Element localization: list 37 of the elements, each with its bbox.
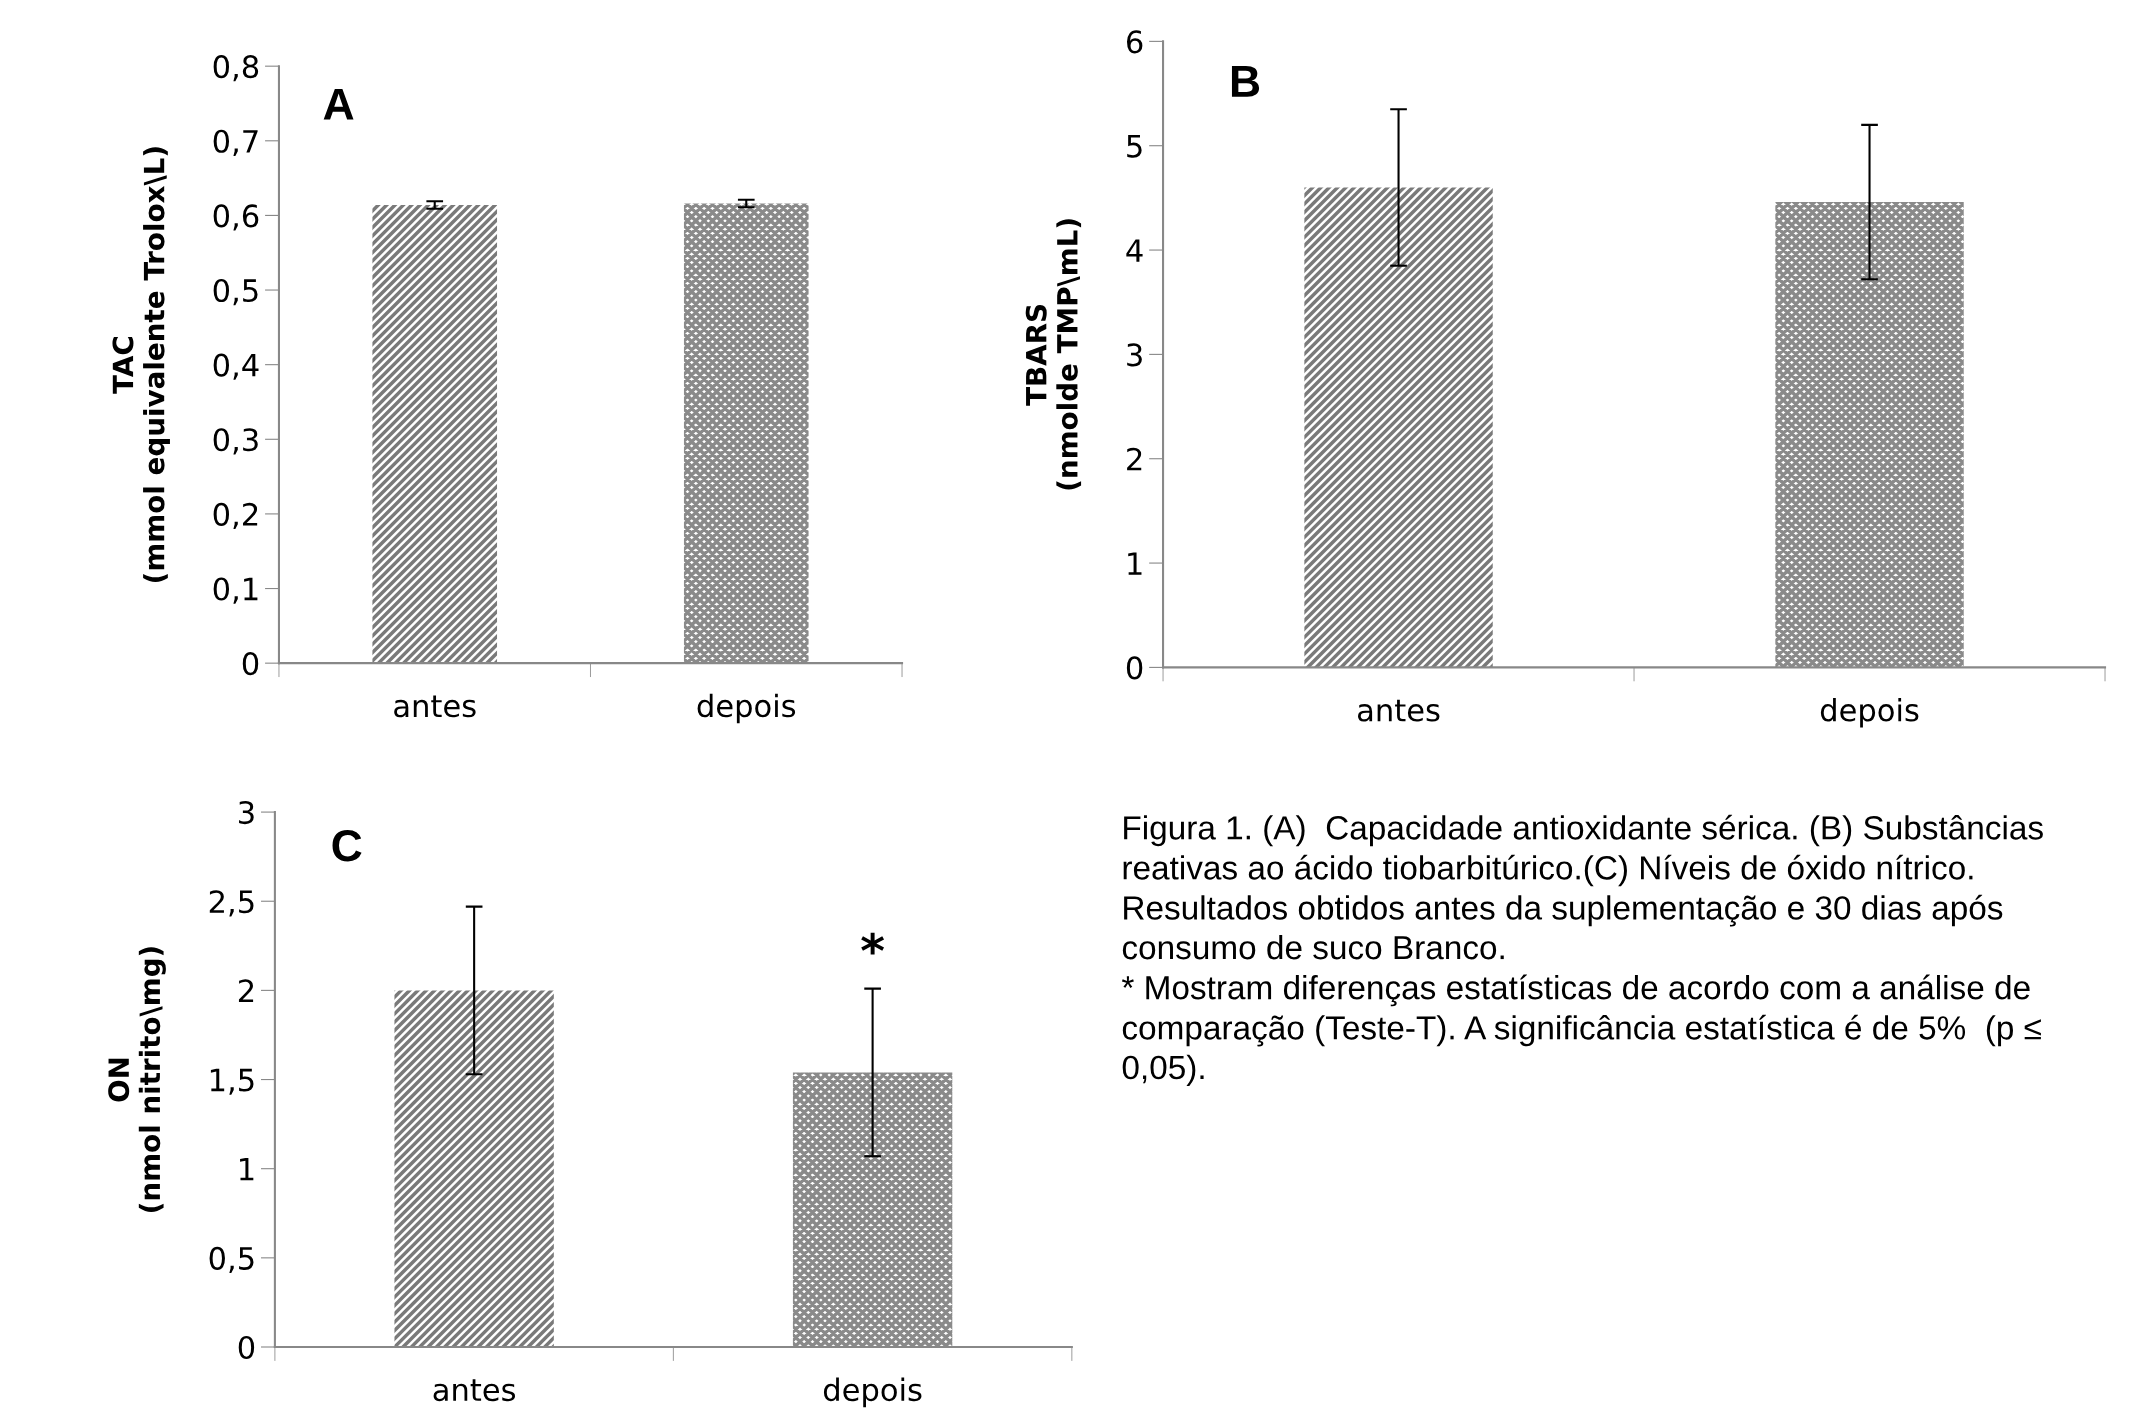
annotation: C: [332, 829, 362, 862]
y-tick-label: 0: [238, 1335, 255, 1360]
y-axis-title: ON (nmol nitrito\mg): [108, 947, 166, 1212]
y-tick-label: 1,5: [210, 1068, 254, 1095]
y-tick-label: 4: [1126, 239, 1143, 262]
y-tick-label: 0,6: [213, 204, 259, 231]
y-axis-title: TBARS (nmolde TMP\mL): [1025, 219, 1082, 490]
y-tick-label: 1: [240, 1158, 254, 1181]
text: Figura 1. (A) Capacidade antioxidante sérica. (B) Substâncias reativas ao ácido tiobarbitúrico.(C) Níveis de óxido nítrico. Resultados obtidos antes da suplementação e 30 dias após consumo de suco Branco. * Mostram diferenças estatísticas de acordo com a análise de comparação (Teste-T). A significância estatística é de 5% (p ≤ 0,05).: [1121, 814, 2043, 1086]
y-tick-label: 3: [239, 801, 254, 825]
x-tick-label: antes: [433, 1379, 516, 1402]
y-tick-label: 6: [1127, 30, 1143, 54]
annotation: B: [1231, 66, 1260, 97]
x-tick-label: depois: [823, 1377, 922, 1408]
y-tick-label: 2: [1127, 447, 1142, 471]
y-tick-label: 3: [1127, 343, 1142, 367]
y-tick-label: 0: [242, 652, 259, 676]
y-tick-label: 1: [1128, 552, 1142, 575]
y-tick-label: 0,8: [213, 55, 259, 82]
y-tick-label: 0,2: [213, 502, 258, 530]
annotation: *: [861, 932, 885, 955]
y-tick-label: 2,5: [209, 890, 254, 917]
y-tick-label: 2: [238, 979, 254, 1002]
y-tick-label: 0,5: [209, 1246, 254, 1274]
x-tick-label: depois: [1820, 697, 1919, 728]
y-tick-label: 0,3: [213, 428, 258, 455]
y-tick-label: 0,7: [213, 129, 258, 156]
y-tick-label: 5: [1127, 135, 1142, 158]
y-tick-label: 0,4: [213, 353, 259, 380]
y-tick-label: 0,1: [213, 577, 258, 604]
x-tick-label: depois: [697, 693, 796, 724]
y-tick-label: 0: [1126, 656, 1143, 680]
y-axis-title: TAC (mmol equivalente Trolox\L): [112, 147, 170, 582]
x-tick-label: antes: [394, 695, 476, 718]
annotation: A: [323, 88, 354, 120]
x-tick-label: antes: [1357, 699, 1440, 722]
y-tick-label: 0,5: [213, 278, 258, 306]
